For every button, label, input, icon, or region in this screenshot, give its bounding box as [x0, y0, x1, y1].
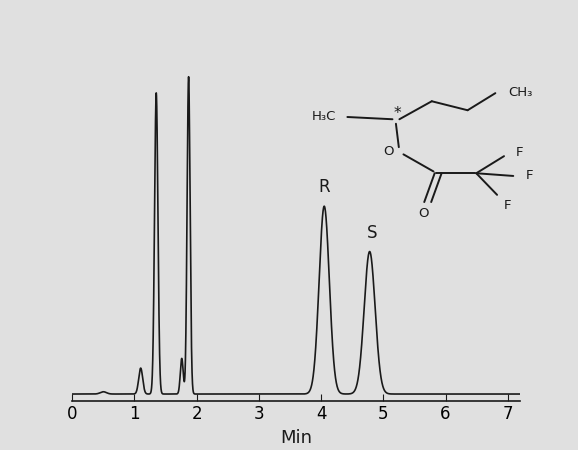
Text: CH₃: CH₃ [508, 86, 532, 99]
Text: *: * [393, 106, 401, 122]
Text: O: O [383, 145, 394, 158]
Text: F: F [516, 146, 523, 159]
Text: S: S [367, 224, 377, 242]
Text: O: O [418, 207, 428, 220]
Text: H₃C: H₃C [312, 111, 336, 123]
X-axis label: Min: Min [280, 429, 312, 447]
Text: F: F [504, 199, 512, 212]
Text: R: R [318, 179, 330, 197]
Text: F: F [526, 170, 533, 182]
